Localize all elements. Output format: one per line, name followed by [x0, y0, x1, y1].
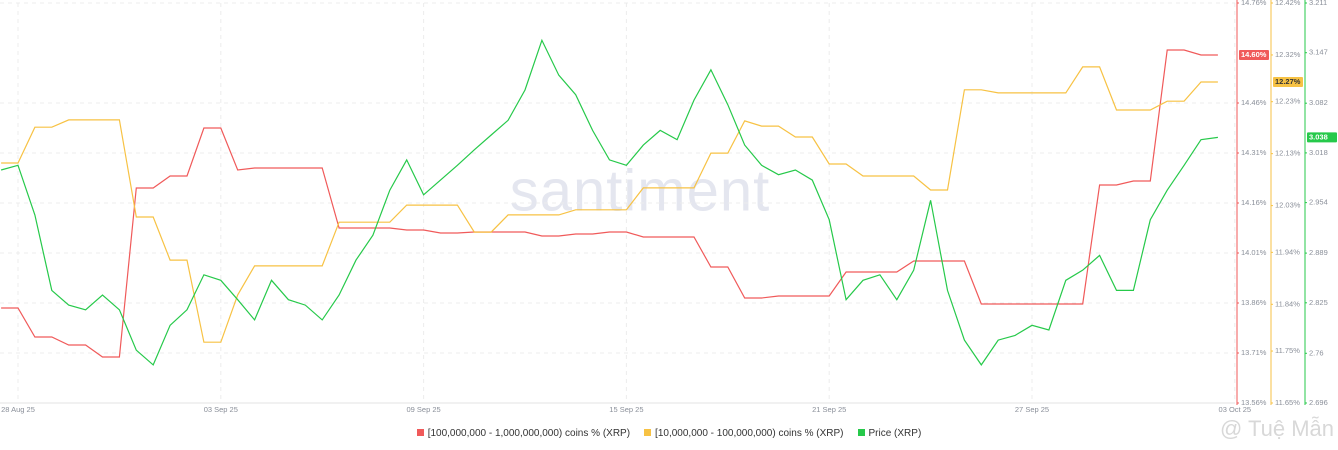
series-line: [1, 66, 1218, 343]
x-tick-label: 15 Sep 25: [609, 405, 643, 414]
y-tick-label: 12.03%: [1275, 201, 1301, 210]
y-tick-label: 13.71%: [1241, 348, 1267, 357]
y-tick-label: 13.56%: [1241, 398, 1267, 407]
series-line: [0, 38, 1218, 366]
x-tick-label: 21 Sep 25: [812, 405, 846, 414]
y-tick-label: 13.86%: [1241, 298, 1267, 307]
y-tick-label: 3.147: [1309, 48, 1328, 57]
y-tick-label: 12.23%: [1275, 97, 1301, 106]
y-tick-label: 11.75%: [1275, 346, 1300, 355]
y-tick-label: 2.954: [1309, 198, 1328, 207]
y-tick-label: 14.16%: [1241, 198, 1267, 207]
y-tick-label: 12.42%: [1275, 0, 1301, 7]
x-tick-label: 28 Aug 25: [1, 405, 35, 414]
value-badge: [1307, 132, 1337, 143]
y-tick-label: 12.32%: [1275, 50, 1301, 59]
x-tick-label: 09 Sep 25: [406, 405, 440, 414]
y-tick-label: 3.211: [1309, 0, 1327, 7]
y-tick-label: 14.01%: [1241, 248, 1267, 257]
y-tick-label: 3.082: [1309, 98, 1328, 107]
legend-swatch: [416, 429, 424, 436]
legend-label: [10,000,000 - 100,000,000) coins % (XRP): [655, 428, 844, 439]
y-tick-label: 12.13%: [1275, 149, 1301, 158]
y-tick-label: 2.825: [1309, 298, 1328, 307]
value-badge: [1239, 50, 1269, 60]
y-tick-label: 2.696: [1309, 398, 1328, 407]
y-tick-label: 11.65%: [1275, 398, 1300, 407]
y-tick-label: 11.84%: [1275, 299, 1300, 308]
x-tick-label: 03 Oct 25: [1219, 405, 1252, 414]
y-tick-label: 2.76: [1309, 348, 1324, 357]
watermark: santiment: [510, 158, 770, 223]
y-tick-label: 14.46%: [1241, 98, 1267, 107]
value-badge-label: 14.60%: [1241, 50, 1267, 59]
legend-swatch: [644, 429, 652, 436]
y-tick-label: 11.94%: [1275, 247, 1300, 256]
legend-item[interactable]: Price (XRP): [857, 428, 922, 439]
y-tick-label: 3.018: [1309, 148, 1328, 157]
legend-label: [100,000,000 - 1,000,000,000) coins % (X…: [427, 428, 631, 439]
legend-item[interactable]: [100,000,000 - 1,000,000,000) coins % (X…: [416, 428, 631, 439]
y-tick-label: 14.31%: [1241, 148, 1267, 157]
x-tick-label: 27 Sep 25: [1015, 405, 1049, 414]
legend-label: Price (XRP): [868, 428, 922, 439]
value-badge: [1273, 76, 1303, 87]
series-line: [1, 49, 1218, 358]
value-badge-label: 12.27%: [1275, 77, 1301, 86]
legend-item[interactable]: [10,000,000 - 100,000,000) coins % (XRP): [644, 428, 844, 439]
y-tick-label: 14.76%: [1241, 0, 1267, 7]
value-badge-label: 3.038: [1309, 132, 1328, 141]
y-tick-label: 2.889: [1309, 248, 1328, 257]
x-tick-label: 03 Sep 25: [204, 405, 238, 414]
chart: santiment 28 Aug 25 03 Sep 25 09 Sep 25 15 …: [0, 0, 1337, 414]
legend: [100,000,000 - 1,000,000,000) coins % (X…: [0, 428, 1338, 439]
legend-swatch: [857, 429, 865, 436]
